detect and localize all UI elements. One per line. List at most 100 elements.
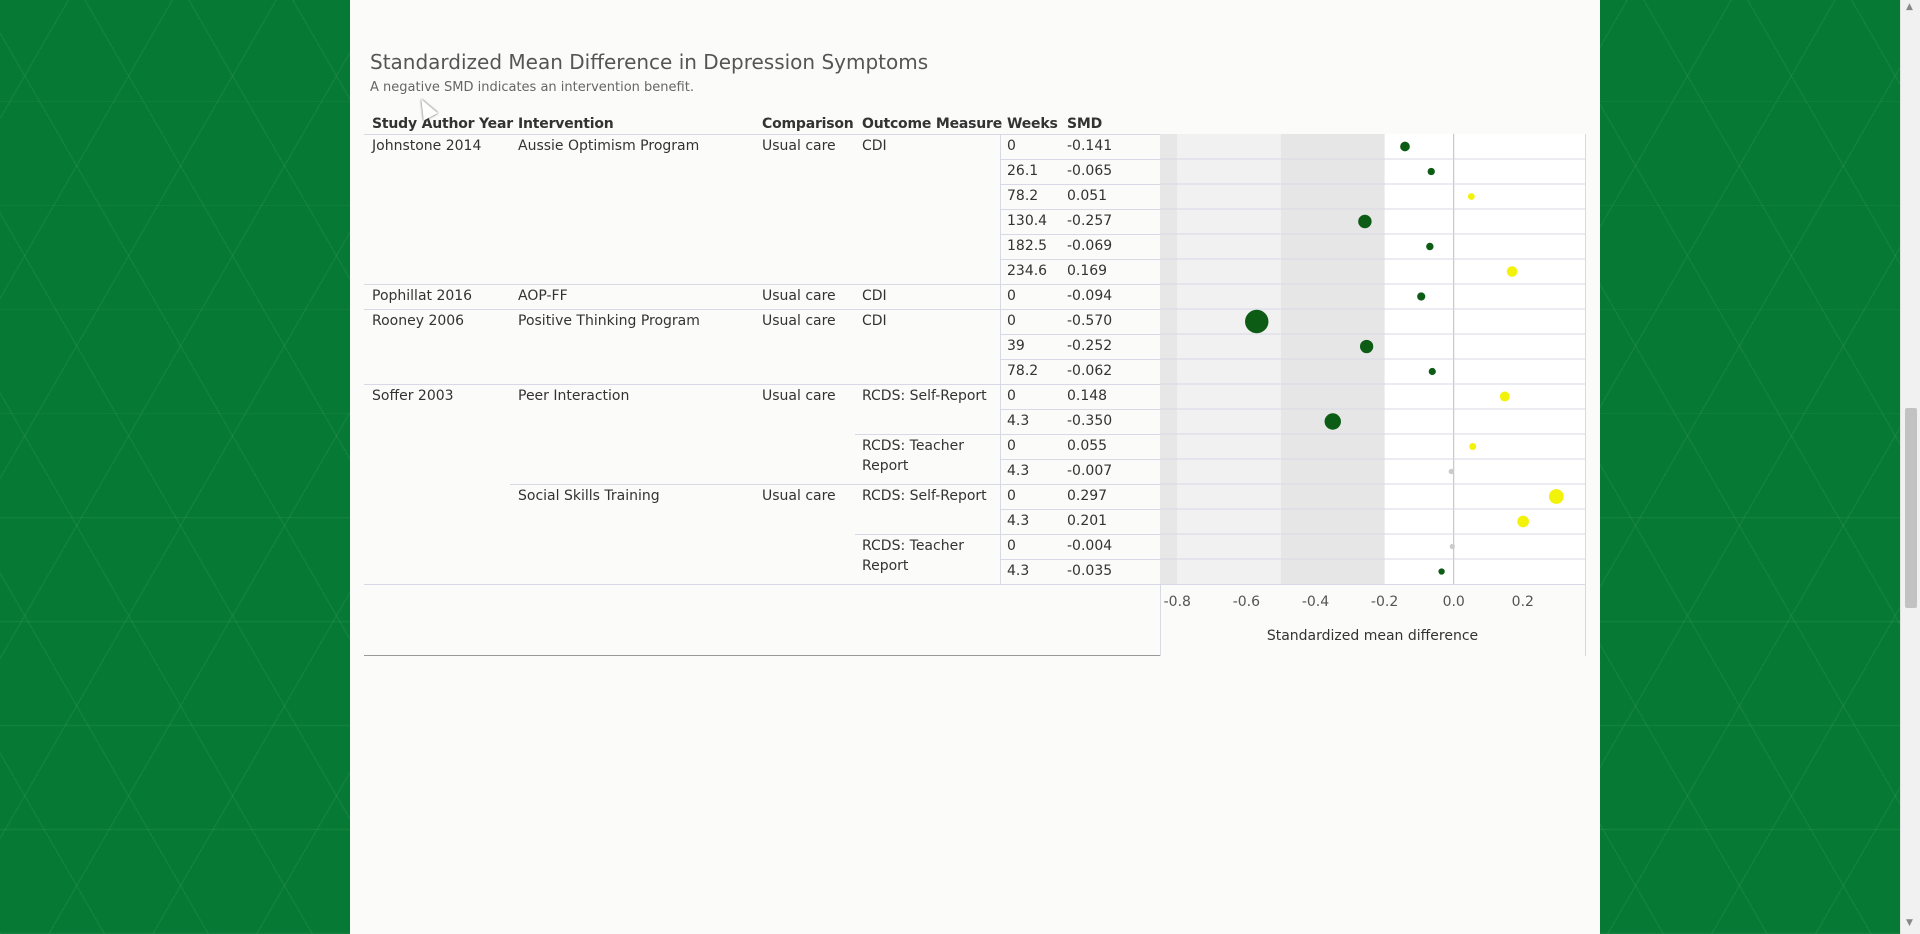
smd-cell: 0.148 [1067,388,1108,404]
smd-cell: -0.141 [1067,138,1113,154]
smd-cell: -0.257 [1067,213,1113,229]
smd-point [1324,413,1341,430]
smd-point [1426,242,1434,251]
x-tick-label: -0.2 [1371,594,1398,610]
outcome-cell: RCDS: Self-Report [862,388,987,404]
smd-point [1506,266,1518,277]
smd-point [1499,391,1510,402]
smd-cell: 0.201 [1067,513,1108,529]
outcome-cell: CDI [862,313,887,329]
weeks-cell: 4.3 [1007,513,1030,529]
weeks-cell: 130.4 [1007,213,1048,229]
study-cell: Johnstone 2014 [372,138,482,154]
outcome-cell: RCDS: Teacher Report [862,438,964,474]
weeks-cell: 0 [1007,538,1016,554]
header-study: Study Author Year [372,116,513,132]
weeks-cell: 4.3 [1007,463,1030,479]
x-tick-label: 0.2 [1512,594,1534,610]
smd-point [1438,568,1445,575]
smd-cell: -0.069 [1067,238,1113,254]
comparison-cell: Usual care [762,313,836,329]
header-smd: SMD [1067,116,1103,132]
weeks-cell: 182.5 [1007,238,1048,254]
smd-point [1448,468,1454,475]
weeks-cell: 4.3 [1007,563,1030,579]
smd-cell: -0.252 [1067,338,1113,354]
row-divider [364,384,1585,385]
weeks-cell: 0 [1007,138,1016,154]
row-divider [364,284,1585,285]
smd-point [1517,515,1529,528]
weeks-column-divider [1000,134,1001,584]
comparison-cell: Usual care [762,288,836,304]
smd-point [1548,489,1564,504]
smd-point [1358,214,1372,229]
smd-point [1427,167,1435,176]
smd-cell: -0.065 [1067,163,1113,179]
x-tick-label: -0.6 [1233,594,1260,610]
smd-cell: -0.004 [1067,538,1113,554]
outcome-cell: RCDS: Self-Report [862,488,987,504]
weeks-cell: 4.3 [1007,413,1030,429]
smd-cell: -0.007 [1067,463,1113,479]
comparison-cell: Usual care [762,388,836,404]
weeks-cell: 39 [1007,338,1025,354]
x-tick-label: 0.0 [1443,594,1465,610]
header-outcome: Outcome Measure [862,116,1003,132]
weeks-cell: 0 [1007,288,1016,304]
smd-point [1467,193,1475,200]
study-cell: Soffer 2003 [372,388,454,404]
study-cell: Pophillat 2016 [372,288,473,304]
header-weeks: Weeks [1007,116,1058,132]
row-divider [510,484,1585,485]
smd-point [1245,309,1269,334]
panel-bottom-border [364,655,1160,656]
intervention-cell: AOP-FF [518,288,568,304]
weeks-cell: 0 [1007,488,1016,504]
scroll-down-icon[interactable]: ▼ [1906,918,1913,928]
chart-subtitle: A negative SMD indicates an intervention… [370,80,694,95]
weeks-cell: 78.2 [1007,363,1039,379]
study-cell: Rooney 2006 [372,313,465,329]
row-divider [364,309,1585,310]
weeks-cell: 0 [1007,438,1016,454]
scrollbar[interactable]: ▲ ▼ [1900,0,1920,934]
smd-point [1400,141,1410,152]
intervention-cell: Peer Interaction [518,388,630,404]
intervention-cell: Social Skills Training [518,488,660,504]
chart-title: Standardized Mean Difference in Depressi… [370,50,929,74]
intervention-cell: Aussie Optimism Program [518,138,700,154]
smd-point [1428,367,1436,376]
smd-cell: 0.055 [1067,438,1108,454]
smd-cell: -0.570 [1067,313,1113,329]
smd-point [1417,292,1426,301]
smd-cell: -0.350 [1067,413,1113,429]
forest-plot: -0.8 -0.6 -0.4 -0.2 0.0 0.2 Standardized mean … [1160,134,1585,644]
plot-right-border [1585,134,1586,656]
intervention-cell: Positive Thinking Program [518,313,700,329]
outcome-cell: RCDS: Teacher Report [862,538,964,574]
weeks-cell: 234.6 [1007,263,1048,279]
weeks-cell: 78.2 [1007,188,1039,204]
x-tick-label: -0.8 [1164,594,1191,610]
comparison-cell: Usual care [762,488,836,504]
smd-point [1359,339,1374,354]
x-tick-label: -0.4 [1302,594,1329,610]
smd-point [1449,543,1455,550]
smd-cell: 0.169 [1067,263,1108,279]
outcome-cell: CDI [862,288,887,304]
smd-cell: -0.035 [1067,563,1113,579]
smd-point [1469,443,1477,450]
scrollbar-thumb[interactable] [1905,408,1917,608]
header-intervention: Intervention [518,116,614,132]
header-comparison: Comparison [762,116,854,132]
comparison-cell: Usual care [762,138,836,154]
scroll-up-icon[interactable]: ▲ [1906,2,1913,12]
smd-cell: 0.051 [1067,188,1108,204]
x-axis-label: Standardized mean difference [1267,628,1478,644]
header-underline [364,134,1585,135]
weeks-cell: 26.1 [1007,163,1039,179]
weeks-cell: 0 [1007,388,1016,404]
smd-cell: -0.094 [1067,288,1113,304]
outcome-cell: CDI [862,138,887,154]
